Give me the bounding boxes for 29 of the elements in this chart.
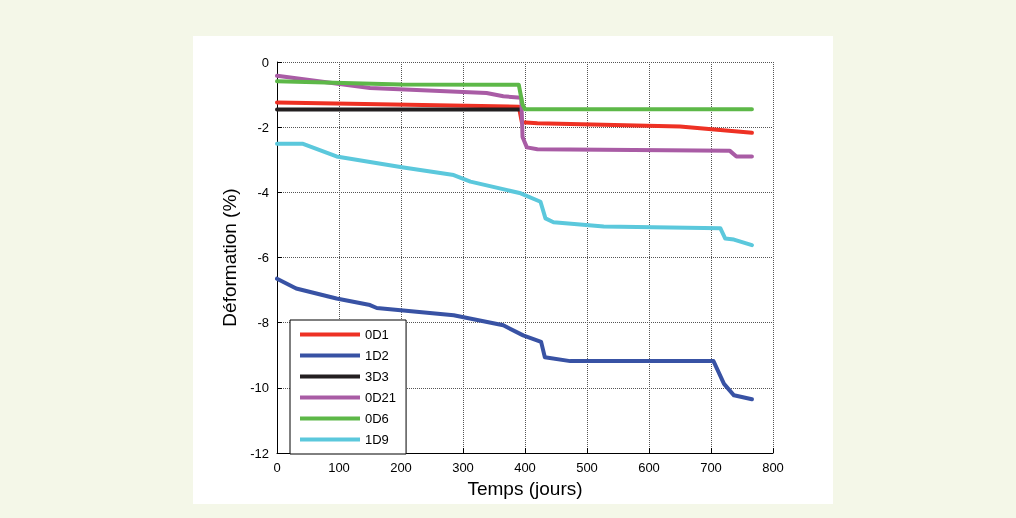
y-axis-title: Déformation (%) bbox=[219, 188, 241, 327]
x-tick-label: 600 bbox=[638, 460, 660, 475]
line-series bbox=[275, 100, 754, 135]
x-axis-title: Temps (jours) bbox=[467, 477, 583, 499]
x-tick-label: 100 bbox=[328, 460, 350, 475]
legend-label: 1D9 bbox=[365, 432, 389, 447]
y-tick-label: -6 bbox=[257, 250, 269, 265]
x-tick-label: 800 bbox=[762, 460, 784, 475]
x-tick-label: 500 bbox=[576, 460, 598, 475]
legend-label: 1D2 bbox=[365, 348, 389, 363]
x-tick-label: 700 bbox=[700, 460, 722, 475]
y-tick-label: -12 bbox=[250, 445, 269, 461]
y-tick-label: -8 bbox=[257, 315, 269, 331]
x-tick-label: 300 bbox=[452, 460, 474, 475]
legend-label: 0D6 bbox=[365, 411, 389, 426]
line-series bbox=[275, 79, 754, 112]
y-tick-label: -4 bbox=[257, 184, 269, 200]
legend-label: 0D1 bbox=[365, 327, 389, 342]
legend-label: 0D21 bbox=[365, 390, 397, 405]
line-series bbox=[275, 141, 754, 248]
line-series bbox=[275, 73, 754, 159]
x-tick-label: 400 bbox=[514, 460, 536, 475]
y-tick-label: -2 bbox=[257, 119, 269, 135]
y-tick-label: -10 bbox=[250, 380, 269, 396]
line-series bbox=[275, 276, 754, 402]
y-tick-label: 0 bbox=[261, 54, 269, 70]
legend-label: 3D3 bbox=[365, 369, 389, 384]
x-tick-label: 0 bbox=[273, 460, 281, 475]
x-tick-label: 200 bbox=[390, 460, 412, 475]
